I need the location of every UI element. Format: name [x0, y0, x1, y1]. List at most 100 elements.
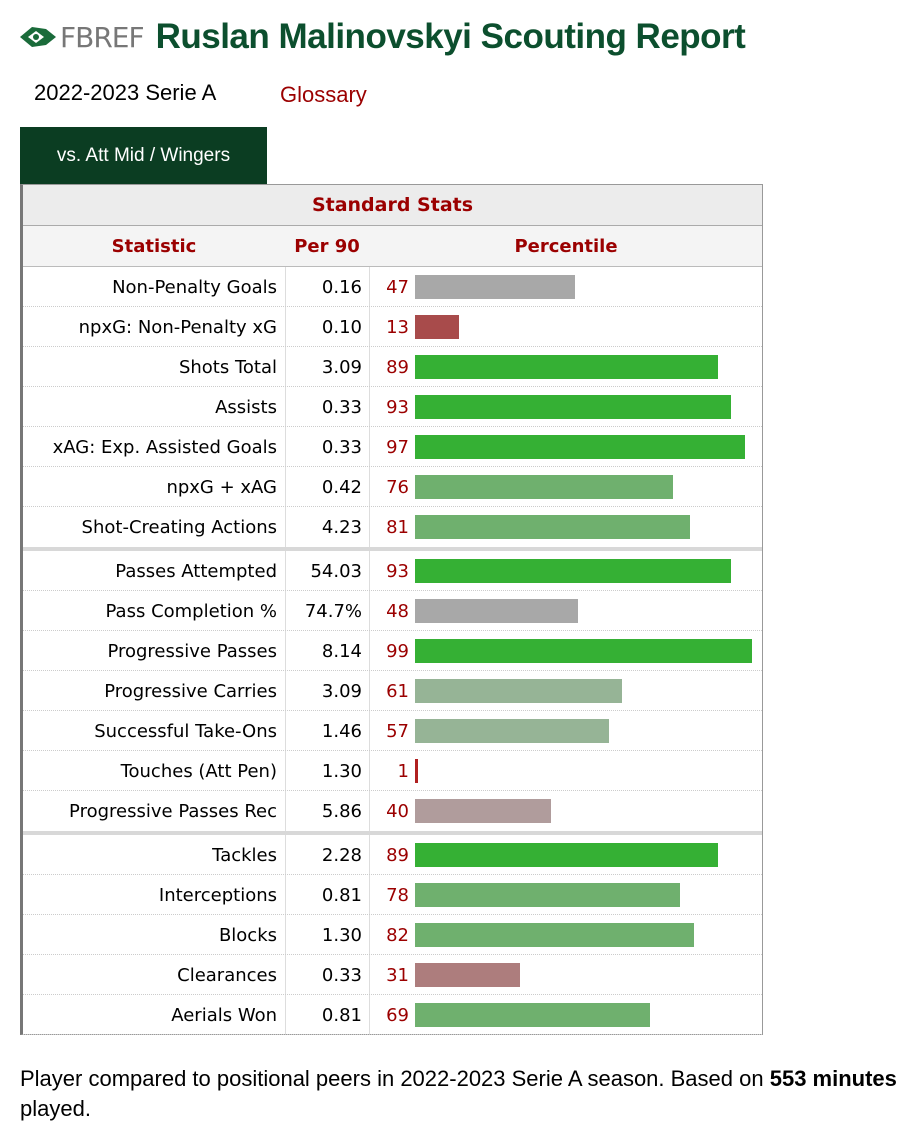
footnote-text-end: played. [20, 1096, 91, 1121]
table-row: Touches (Att Pen) 1.30 1 [23, 751, 762, 791]
tab-att-mid-wingers[interactable]: vs. Att Mid / Wingers [20, 127, 267, 184]
percentile-bar[interactable] [415, 275, 575, 299]
footnote-text: Player compared to positional peers in 2… [20, 1066, 770, 1091]
stat-name: Assists [215, 396, 277, 418]
percentile-value: 47 [386, 276, 409, 298]
table-row: Progressive Carries 3.09 61 [23, 671, 762, 711]
standard-stats-table: Standard Stats Statistic Per 90 Percenti… [20, 184, 763, 1035]
glossary-link[interactable]: Glossary [280, 82, 367, 107]
table-row: Interceptions 0.81 78 [23, 875, 762, 915]
percentile-value: 69 [386, 1004, 409, 1026]
percentile-bar[interactable] [415, 315, 459, 339]
table-row: Blocks 1.30 82 [23, 915, 762, 955]
per90-value: 0.10 [321, 316, 362, 338]
percentile-value: 78 [386, 884, 409, 906]
per90-value: 1.30 [321, 924, 362, 946]
percentile-bar[interactable] [415, 923, 694, 947]
footnote: Player compared to positional peers in 2… [20, 1064, 900, 1124]
soccer-ball-icon [20, 27, 56, 47]
table-body: Non-Penalty Goals 0.16 47 npxG: Non-Penalty… [23, 267, 762, 1035]
stat-name: Progressive Passes [107, 640, 277, 662]
percentile-bar[interactable] [415, 395, 731, 419]
stat-name: Non-Penalty Goals [112, 276, 277, 298]
percentile-value: 82 [386, 924, 409, 946]
table-row: Pass Completion % 74.7% 48 [23, 591, 762, 631]
per90-value: 0.33 [321, 396, 362, 418]
percentile-value: 61 [386, 680, 409, 702]
header-percentile[interactable]: Percentile [514, 235, 618, 257]
per90-value: 8.14 [321, 640, 362, 662]
stat-name: Progressive Passes Rec [69, 800, 277, 822]
page-header: FBREF Ruslan Malinovskyi Scouting Report [18, 14, 746, 60]
fbref-logo[interactable]: FBREF [18, 20, 145, 54]
table-row: Clearances 0.33 31 [23, 955, 762, 995]
per90-value: 4.23 [321, 516, 362, 538]
percentile-value: 40 [386, 800, 409, 822]
per90-value: 5.86 [321, 800, 362, 822]
stat-name: xAG: Exp. Assisted Goals [52, 436, 277, 458]
column-divider [369, 267, 370, 1035]
stat-name: npxG + xAG [166, 476, 277, 498]
stat-name: Shot-Creating Actions [81, 516, 277, 538]
season-label: 2022-2023 Serie A [34, 80, 217, 105]
percentile-value: 81 [386, 516, 409, 538]
percentile-bar[interactable] [415, 679, 622, 703]
stat-name: npxG: Non-Penalty xG [78, 316, 277, 338]
percentile-value: 31 [386, 964, 409, 986]
percentile-bar[interactable] [415, 355, 718, 379]
table-row: xAG: Exp. Assisted Goals 0.33 97 [23, 427, 762, 467]
per90-value: 3.09 [321, 356, 362, 378]
percentile-bar[interactable] [415, 599, 578, 623]
column-divider [285, 267, 286, 1035]
percentile-value: 89 [386, 844, 409, 866]
percentile-value: 93 [386, 560, 409, 582]
percentile-value: 57 [386, 720, 409, 742]
percentile-bar[interactable] [415, 719, 609, 743]
percentile-bar[interactable] [415, 559, 731, 583]
percentile-value: 1 [397, 760, 409, 782]
percentile-bar[interactable] [415, 1003, 650, 1027]
percentile-value: 48 [386, 600, 409, 622]
percentile-bar[interactable] [415, 883, 680, 907]
page-title: Ruslan Malinovskyi Scouting Report [155, 17, 746, 56]
stat-name: Touches (Att Pen) [120, 760, 277, 782]
percentile-bar[interactable] [415, 963, 520, 987]
percentile-value: 13 [386, 316, 409, 338]
header-statistic[interactable]: Statistic [111, 235, 197, 257]
stat-name: Passes Attempted [115, 560, 277, 582]
percentile-bar[interactable] [415, 435, 745, 459]
table-row: Passes Attempted 54.03 93 [23, 551, 762, 591]
percentile-bar[interactable] [415, 799, 551, 823]
table-row: Tackles 2.28 89 [23, 835, 762, 875]
stat-name: Shots Total [178, 356, 277, 378]
stat-name: Progressive Carries [104, 680, 277, 702]
percentile-bar[interactable] [415, 475, 673, 499]
per90-value: 1.30 [321, 760, 362, 782]
percentile-value: 76 [386, 476, 409, 498]
percentile-bar[interactable] [415, 759, 418, 783]
percentile-bar[interactable] [415, 843, 718, 867]
percentile-bar[interactable] [415, 515, 690, 539]
table-row: Assists 0.33 93 [23, 387, 762, 427]
percentile-value: 97 [386, 436, 409, 458]
table-caption: Standard Stats [23, 185, 762, 226]
percentile-value: 99 [386, 640, 409, 662]
per90-value: 54.03 [310, 560, 362, 582]
stat-name: Pass Completion % [105, 600, 277, 622]
per90-value: 0.33 [321, 964, 362, 986]
header-per90[interactable]: Per 90 [294, 235, 360, 257]
table-row: Non-Penalty Goals 0.16 47 [23, 267, 762, 307]
stat-name: Interceptions [158, 884, 277, 906]
minutes-played: 553 minutes [769, 1066, 897, 1091]
stat-name: Blocks [218, 924, 277, 946]
table-row: Progressive Passes 8.14 99 [23, 631, 762, 671]
per90-value: 74.7% [304, 600, 362, 622]
table-row: npxG: Non-Penalty xG 0.10 13 [23, 307, 762, 347]
table-row: Progressive Passes Rec 5.86 40 [23, 791, 762, 835]
logo-text: FBREF [60, 20, 145, 54]
percentile-bar[interactable] [415, 639, 752, 663]
stat-name: Aerials Won [171, 1004, 277, 1026]
table-row: Shots Total 3.09 89 [23, 347, 762, 387]
table-row: Shot-Creating Actions 4.23 81 [23, 507, 762, 551]
stat-name: Tackles [212, 844, 277, 866]
